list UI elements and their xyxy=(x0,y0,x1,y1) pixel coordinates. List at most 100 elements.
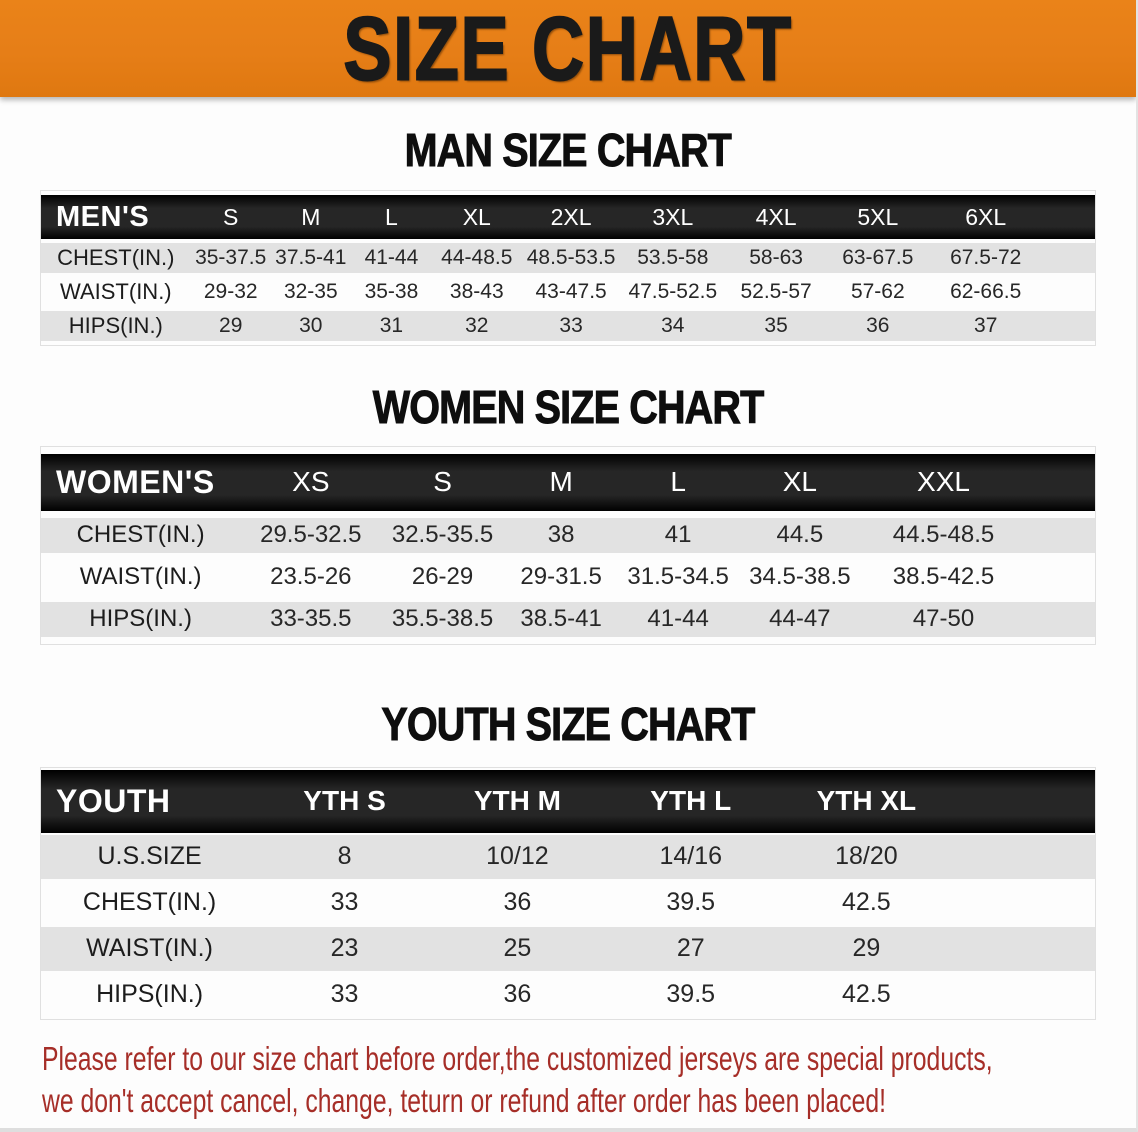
size-value-cell: 38 xyxy=(503,517,619,553)
size-value-cell: 38.5-41 xyxy=(503,601,619,637)
size-header-cell: YTH M xyxy=(430,769,604,833)
measurement-row: HIPS(IN.) 29 30 31 32 33 34 35 36 37 xyxy=(41,311,1095,342)
size-header-cell: XL xyxy=(432,195,522,240)
size-value-cell: 27 xyxy=(603,926,778,971)
youth-table-title-cell: YOUTH xyxy=(41,769,259,833)
disclaimer-line-2-text: we don't accept cancel, change, teturn o… xyxy=(42,1081,887,1119)
men-chart-heading-text: MAN SIZE CHART xyxy=(404,123,732,176)
measurement-row: WAIST(IN.) 23.5-26 26-29 29-31.5 31.5-34.5 34… xyxy=(41,560,1095,595)
size-value-cell: 38-43 xyxy=(449,280,504,304)
size-value-cell: 29.5-32.5 xyxy=(240,517,382,553)
size-value-cell: 44-47 xyxy=(737,601,863,637)
disclaimer-line-1-text: Please refer to our size chart before or… xyxy=(42,1039,993,1077)
size-value-cell: 63-67.5 xyxy=(827,243,929,274)
size-header-cell: 5XL xyxy=(827,195,929,240)
men-table: MEN'S S M L XL 2XL 3XL 4XL 5XL 6XL CHEST(IN.) 35-37… xyxy=(40,190,1096,347)
women-size-table: WOMEN'S XS S M L XL XXL CHEST(IN.) 29.5-32.5 32.5… xyxy=(40,445,1096,645)
size-value-cell: 14/16 xyxy=(603,834,778,879)
section-men: MAN SIZE CHART MEN'S S M L XL 2XL 3XL 4XL 5XL 6XL… xyxy=(0,123,1136,347)
men-chart-heading: MAN SIZE CHART xyxy=(0,123,1136,177)
size-value-cell: 35 xyxy=(724,311,828,342)
size-value-cell: 30 xyxy=(270,311,351,342)
size-value-cell: 32.5-35.5 xyxy=(381,517,504,553)
size-value-cell: 58-63 xyxy=(724,243,828,274)
women-table-title-cell: WOMEN'S xyxy=(41,453,241,511)
section-women: WOMEN SIZE CHART WOMEN'S XS S M L XL XXL CHEST(… xyxy=(0,380,1136,645)
size-value-cell: 52.5-57 xyxy=(740,280,812,304)
youth-chart-heading: YOUTH SIZE CHART xyxy=(0,697,1136,751)
size-value-cell: 36 xyxy=(827,311,929,342)
size-header-cell: YTH XL xyxy=(777,769,1095,833)
size-value-cell: 57-62 xyxy=(850,280,905,304)
size-header-cell: S xyxy=(190,195,271,240)
measurement-row: WAIST(IN.) 29-32 32-35 35-38 38-43 43-47.5 47.… xyxy=(41,277,1095,307)
size-header-cell: L xyxy=(618,453,738,511)
youth-size-table: YOUTH YTH S YTH M YTH L YTH XL U.S.SIZE 8 10/12… xyxy=(40,766,1096,1020)
men-table-title-cell: MEN'S xyxy=(41,195,191,240)
size-value-cell: 38.5-42.5 xyxy=(892,563,995,591)
size-value-cell: 39.5 xyxy=(666,888,716,917)
size-value-cell: 34 xyxy=(620,311,725,342)
banner: SIZE CHART xyxy=(0,0,1136,99)
size-value-cell: 48.5-53.5 xyxy=(521,243,621,274)
size-value-cell: 36 xyxy=(503,980,532,1009)
size-header-cell: 2XL xyxy=(521,195,621,240)
size-value-cell: 25 xyxy=(430,926,604,971)
size-value-cell: 18/20 xyxy=(777,834,1095,879)
size-value-cell: 39.5 xyxy=(666,980,716,1009)
size-value-cell: 44.5-48.5 xyxy=(862,517,1095,553)
size-header-cell: 4XL xyxy=(724,195,828,240)
size-value-cell: 42.5 xyxy=(842,980,891,1009)
header-row: MEN'S S M L XL 2XL 3XL 4XL 5XL 6XL xyxy=(41,195,1095,240)
size-value-cell: 31 xyxy=(350,311,432,342)
size-value-cell: 41-44 xyxy=(350,243,432,274)
size-value-cell: 33 xyxy=(521,311,621,342)
size-value-cell: 62-66.5 xyxy=(950,280,1022,304)
size-value-cell: 44.5 xyxy=(737,517,863,553)
size-value-cell: 32-35 xyxy=(283,280,338,304)
men-size-table: MEN'S S M L XL 2XL 3XL 4XL 5XL 6XL CHEST(IN.) 35-37… xyxy=(40,190,1096,347)
measurement-label-cell: CHEST(IN.) xyxy=(41,243,191,274)
size-value-cell: 44-48.5 xyxy=(432,243,522,274)
measurement-label-cell: CHEST(IN.) xyxy=(41,517,241,553)
size-value-cell: 33 xyxy=(330,980,359,1009)
disclaimer-line-2: we don't accept cancel, change, teturn o… xyxy=(42,1080,1136,1122)
youth-chart-heading-text: YOUTH SIZE CHART xyxy=(381,697,756,750)
section-youth: YOUTH SIZE CHART YOUTH YTH S YTH M YTH L YTH… xyxy=(0,697,1136,1020)
women-chart-heading-text: WOMEN SIZE CHART xyxy=(372,381,764,434)
size-value-cell: 41-44 xyxy=(618,601,738,637)
size-value-cell: 35-37.5 xyxy=(190,243,271,274)
size-value-cell: 53.5-58 xyxy=(620,243,725,274)
size-header-cell: S xyxy=(381,453,504,511)
women-chart-heading: WOMEN SIZE CHART xyxy=(0,380,1136,434)
size-value-cell: 47-50 xyxy=(862,601,1095,637)
size-value-cell: 35.5-38.5 xyxy=(381,601,504,637)
women-table: WOMEN'S XS S M L XL XXL CHEST(IN.) 29.5-32.5 32.5… xyxy=(40,445,1096,645)
size-value-cell: 32 xyxy=(432,311,522,342)
measurement-row: CHEST(IN.) 35-37.5 37.5-41 41-44 44-48.5 48.5… xyxy=(41,243,1095,274)
measurement-row: HIPS(IN.) 33 36 39.5 42.5 xyxy=(41,973,1095,1017)
size-value-cell: 42.5 xyxy=(842,888,891,917)
youth-table: YOUTH YTH S YTH M YTH L YTH XL U.S.SIZE 8 10/12… xyxy=(40,766,1096,1020)
size-value-cell: 47.5-52.5 xyxy=(628,280,718,304)
size-value-cell: 35-38 xyxy=(364,280,419,304)
size-value-cell: 29 xyxy=(190,311,271,342)
measurement-label-cell: CHEST(IN.) xyxy=(82,888,217,917)
size-value-cell: 34.5-38.5 xyxy=(749,563,851,591)
size-value-cell: 43-47.5 xyxy=(535,280,607,304)
measurement-label-cell: HIPS(IN.) xyxy=(41,601,241,637)
measurement-label-cell: HIPS(IN.) xyxy=(96,980,204,1009)
size-header-cell: 3XL xyxy=(620,195,725,240)
size-header-cell: L xyxy=(350,195,432,240)
size-header-cell: YTH S xyxy=(258,769,431,833)
size-value-cell: 33-35.5 xyxy=(240,601,382,637)
size-value-cell: 37 xyxy=(928,311,1095,342)
size-value-cell: 10/12 xyxy=(430,834,604,879)
size-header-cell: M xyxy=(270,195,351,240)
size-header-cell: XXL xyxy=(862,453,1095,511)
disclaimer-line-1: Please refer to our size chart before or… xyxy=(42,1038,1136,1080)
measurement-row: HIPS(IN.) 33-35.5 35.5-38.5 38.5-41 41-44 44-… xyxy=(41,601,1095,637)
header-row: YOUTH YTH S YTH M YTH L YTH XL xyxy=(41,769,1095,833)
disclaimer: Please refer to our size chart before or… xyxy=(42,1038,1136,1122)
